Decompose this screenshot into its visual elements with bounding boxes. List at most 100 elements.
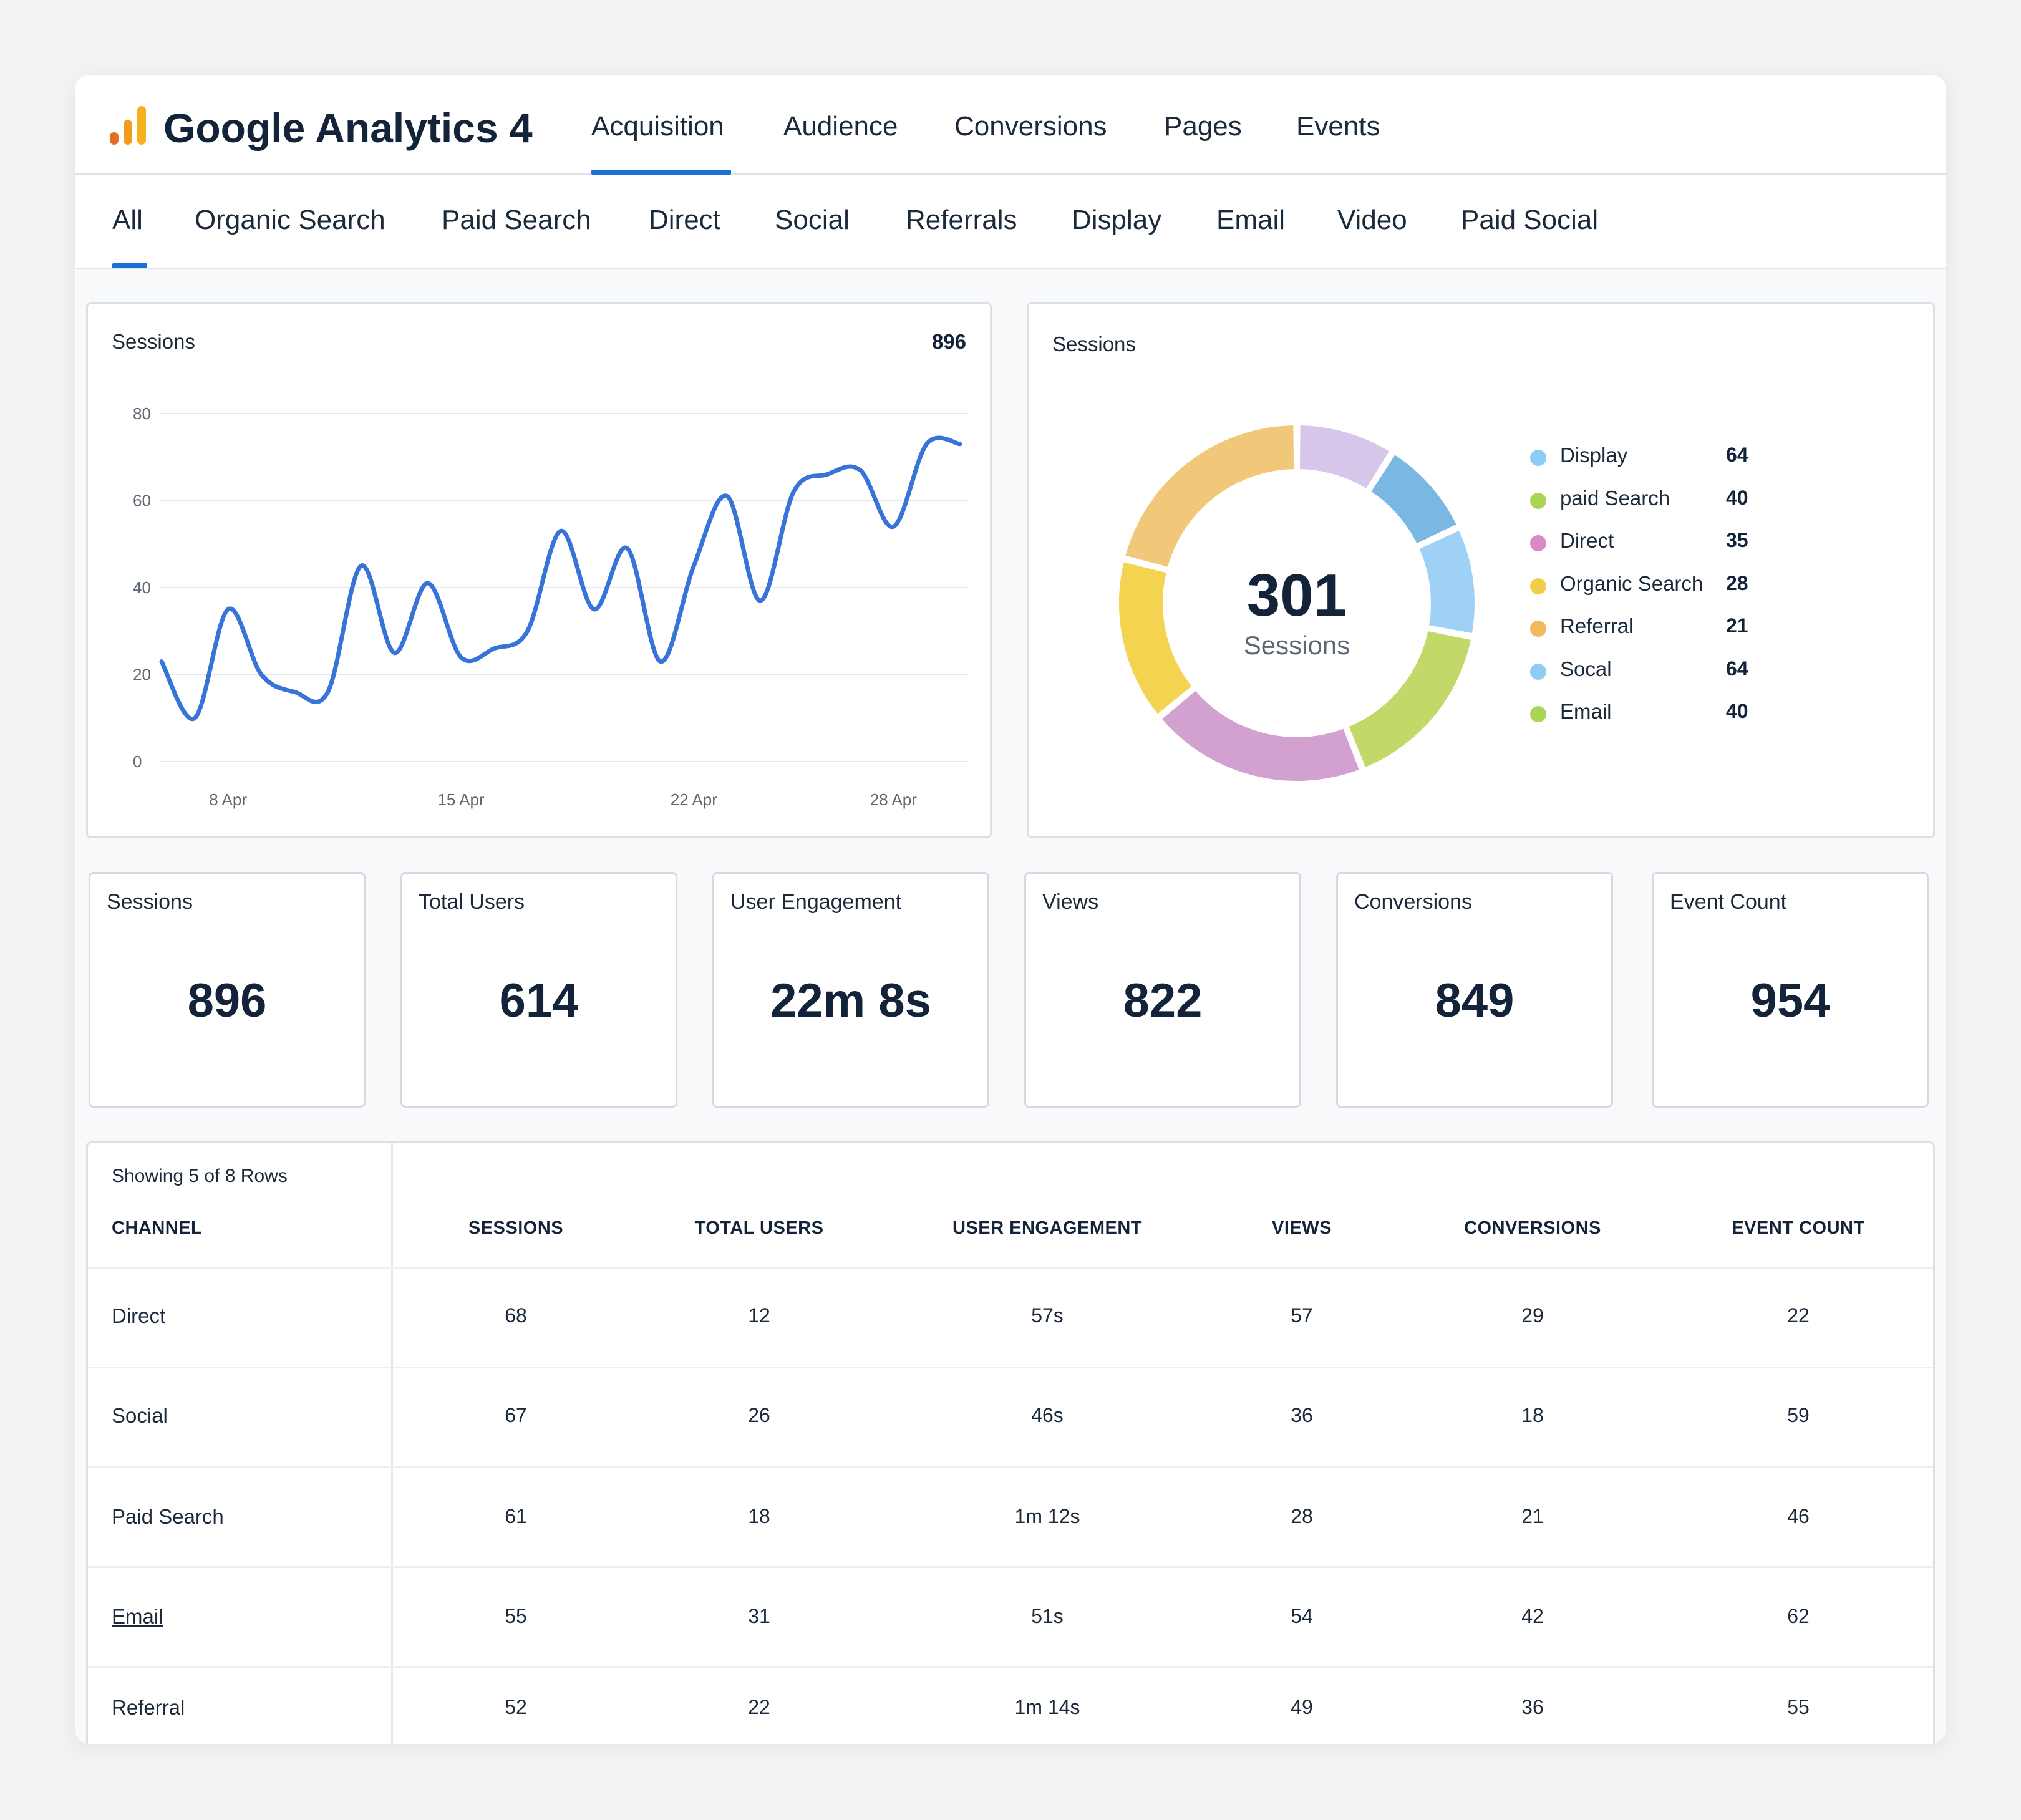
- tab-events[interactable]: Events: [1296, 111, 1380, 142]
- stat-label: User Engagement: [730, 890, 902, 914]
- line-panel-title: Sessions: [112, 330, 195, 353]
- series-line: [159, 435, 962, 722]
- stat-value: 22m 8s: [770, 974, 931, 1027]
- legend-value: 64: [1726, 657, 1748, 680]
- subtab-social[interactable]: Social: [775, 205, 850, 235]
- x-tick-label: 8 Apr: [209, 790, 247, 809]
- column-header-channel[interactable]: CHANNEL: [112, 1218, 203, 1238]
- cell-conversions: 42: [1521, 1605, 1544, 1627]
- cell-conversions: 21: [1521, 1505, 1544, 1527]
- donut-segment: [1414, 525, 1478, 637]
- analytics-logo-icon: [110, 106, 146, 145]
- legend-label: Direct: [1560, 529, 1614, 552]
- app-title: Google Analytics 4: [163, 105, 533, 151]
- stat-card-views: Views 822: [1024, 872, 1301, 1108]
- cell-conversions: 36: [1521, 1696, 1544, 1718]
- legend-color-swatch: [1530, 535, 1546, 551]
- y-tick-label: 40: [133, 578, 151, 597]
- legend-item[interactable]: Display 64: [1530, 443, 1780, 468]
- subtab-email[interactable]: Email: [1216, 205, 1286, 235]
- subtab-all[interactable]: All: [112, 205, 143, 235]
- cell-channel: Referral: [112, 1696, 185, 1719]
- donut-segment: [1296, 421, 1395, 494]
- donut-panel-title: Sessions: [1052, 332, 1136, 356]
- column-header-views[interactable]: VIEWS: [1272, 1218, 1332, 1238]
- legend-color-swatch: [1530, 706, 1546, 722]
- column-header-total-users[interactable]: TOTAL USERS: [694, 1218, 824, 1238]
- cell-event-count: 46: [1787, 1505, 1810, 1527]
- legend-item[interactable]: Direct 35: [1530, 529, 1780, 554]
- sessions-line-chart: 0 20 40 60 80 8 Apr 15 Apr 22 Apr 28 Apr: [133, 404, 969, 809]
- cell-sessions: 67: [505, 1404, 527, 1426]
- stat-label: Sessions: [107, 890, 193, 914]
- legend-label: Organic Search: [1560, 571, 1704, 595]
- cell-user-engagement: 1m 12s: [1014, 1505, 1080, 1527]
- subtab-display[interactable]: Display: [1072, 205, 1162, 235]
- subtab-direct[interactable]: Direct: [649, 205, 720, 235]
- legend-label: Email: [1560, 700, 1612, 723]
- cell-user-engagement: 46s: [1031, 1404, 1064, 1426]
- stat-value: 954: [1750, 974, 1830, 1027]
- cell-event-count: 22: [1787, 1304, 1810, 1327]
- stat-value: 822: [1123, 974, 1203, 1027]
- subtab-paid-social[interactable]: Paid Social: [1461, 205, 1599, 235]
- cell-channel: Social: [112, 1404, 168, 1427]
- stat-label: Total Users: [419, 890, 525, 914]
- stat-label: Event Count: [1670, 890, 1787, 914]
- donut-center-label: Sessions: [1244, 631, 1350, 660]
- tab-conversions[interactable]: Conversions: [954, 111, 1107, 142]
- donut-segment: [1115, 558, 1197, 719]
- cell-views: 28: [1291, 1505, 1313, 1527]
- tab-pages[interactable]: Pages: [1164, 111, 1242, 142]
- legend-value: 64: [1726, 443, 1748, 466]
- tab-audience[interactable]: Audience: [783, 111, 898, 142]
- legend-value: 40: [1726, 700, 1748, 722]
- subtab-organic-search[interactable]: Organic Search: [195, 205, 385, 235]
- cell-sessions: 55: [505, 1605, 527, 1627]
- cell-sessions: 61: [505, 1505, 527, 1527]
- x-tick-label: 15 Apr: [437, 790, 485, 809]
- subtab-video[interactable]: Video: [1337, 205, 1407, 235]
- stat-value: 849: [1435, 974, 1515, 1027]
- channel-table: Showing 5 of 8 Rows CHANNEL SESSIONS TOT…: [86, 1141, 1935, 1744]
- legend-value: 35: [1726, 529, 1748, 551]
- sessions-donut-panel: Sessions 301 Sessions Display 64 paid Searc…: [1027, 302, 1935, 838]
- tab-acquisition[interactable]: Acquisition: [591, 111, 724, 142]
- row-divider: [88, 1466, 1933, 1468]
- cell-user-engagement: 57s: [1031, 1304, 1064, 1327]
- subtab-paid-search[interactable]: Paid Search: [442, 205, 591, 235]
- rows-count-info: Showing 5 of 8 Rows: [112, 1166, 288, 1186]
- stat-card-sessions: Sessions 896: [89, 872, 366, 1108]
- stat-card-conversions: Conversions 849: [1336, 872, 1613, 1108]
- legend-label: Display: [1560, 443, 1628, 467]
- stat-label: Conversions: [1354, 890, 1472, 914]
- legend-item[interactable]: Referral 21: [1530, 614, 1780, 639]
- legend-color-swatch: [1530, 621, 1546, 637]
- cell-conversions: 18: [1521, 1404, 1544, 1426]
- legend-color-swatch: [1530, 492, 1546, 509]
- column-divider: [391, 1143, 393, 1744]
- column-header-event-count[interactable]: EVENT COUNT: [1732, 1218, 1865, 1238]
- cell-sessions: 52: [505, 1696, 527, 1718]
- y-tick-label: 80: [133, 404, 151, 423]
- donut-segment: [1121, 421, 1298, 572]
- line-panel-total: 896: [931, 330, 966, 353]
- cell-views: 54: [1291, 1605, 1313, 1627]
- legend-item[interactable]: Organic Search 28: [1530, 572, 1780, 597]
- cell-event-count: 55: [1787, 1696, 1810, 1718]
- x-tick-label: 28 Apr: [870, 790, 918, 809]
- cell-channel-link[interactable]: Email: [112, 1605, 163, 1628]
- column-header-conversions[interactable]: CONVERSIONS: [1464, 1218, 1601, 1238]
- stat-card-user-engagement: User Engagement 22m 8s: [712, 872, 989, 1108]
- legend-item[interactable]: paid Search 40: [1530, 486, 1780, 511]
- cell-total-users: 12: [748, 1304, 770, 1327]
- top-navigation: Google Analytics 4 Acquisition Audience …: [75, 75, 1946, 175]
- column-header-sessions[interactable]: SESSIONS: [468, 1218, 564, 1238]
- legend-item[interactable]: Email 40: [1530, 700, 1780, 725]
- subtab-referrals[interactable]: Referrals: [906, 205, 1017, 235]
- cell-event-count: 62: [1787, 1605, 1810, 1627]
- stat-value: 896: [187, 974, 267, 1027]
- legend-item[interactable]: Socal 64: [1530, 657, 1780, 682]
- cell-total-users: 18: [748, 1505, 770, 1527]
- column-header-user-engagement[interactable]: USER ENGAGEMENT: [952, 1218, 1142, 1238]
